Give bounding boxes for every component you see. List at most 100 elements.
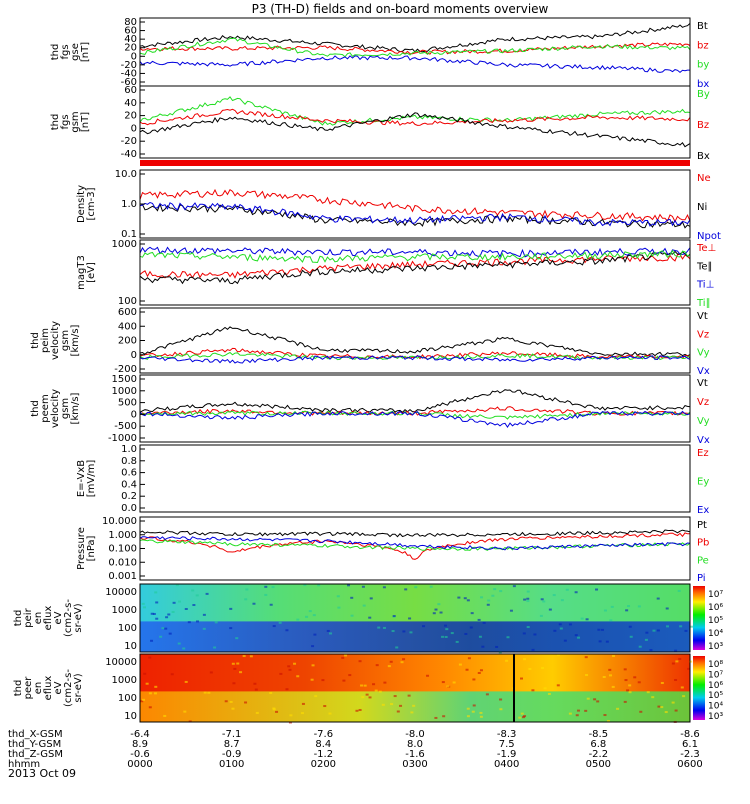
spectrogram-pixel <box>387 665 391 668</box>
spectrogram-pixel <box>368 616 372 619</box>
spectrogram-pixel <box>452 681 456 684</box>
legend-label: bz <box>697 40 709 51</box>
ephemeris-value: -2.3 <box>680 749 700 760</box>
y-tick-label: 60 <box>124 26 137 37</box>
spectrogram-pixel <box>577 636 581 639</box>
spectrogram-pixel <box>552 594 556 597</box>
spectrogram-pixel <box>389 660 393 663</box>
y-tick-label: 0.010 <box>108 557 137 568</box>
spectrogram-pixel <box>236 662 240 665</box>
spectrogram-pixel <box>293 662 297 665</box>
ephemeris-value: 0600 <box>677 759 702 770</box>
spectrogram-pixel <box>518 716 522 719</box>
spectrogram-pixel <box>378 690 382 693</box>
spectrogram-pixel <box>255 711 259 714</box>
colorbar-tick-label: 10³ <box>708 712 723 722</box>
y-tick-label: 0.100 <box>108 544 137 555</box>
y-axis-label-line: [cm-3] <box>86 187 97 220</box>
spectrogram-pixel <box>305 615 309 618</box>
spectrogram-pixel <box>242 655 246 658</box>
y-tick-label: -40 <box>121 149 137 160</box>
spectrogram-pixel <box>360 684 364 687</box>
spectrogram-pixel <box>437 603 441 606</box>
series-line-black <box>139 202 691 229</box>
y-axis-label-line: sr-eV) <box>73 603 84 632</box>
spectrogram-pixel <box>175 584 179 587</box>
y-axis-label-line: peir <box>23 607 34 627</box>
spectrogram-pixel <box>381 703 385 706</box>
y-axis-label-line: eV <box>53 681 64 694</box>
y-tick-label: 0 <box>131 350 137 361</box>
y-axis-label: Density [cm-3] <box>76 185 97 223</box>
series-line-black <box>139 529 691 538</box>
spectrogram-pixel <box>254 688 258 691</box>
panel-efield: 1.00.80.60.40.20.0 Ez Ey Ex E=-VxB [mV/m] <box>76 444 709 516</box>
spectrogram-pixel <box>486 603 490 606</box>
y-tick-label: 20 <box>124 43 137 54</box>
spectrogram-pixel <box>441 681 445 684</box>
spectrogram-pixel <box>342 679 346 682</box>
ephemeris-value: 8.4 <box>315 739 331 750</box>
legend-label: Ti⊥ <box>696 280 714 291</box>
spectrogram-pixel <box>674 709 678 712</box>
spectrogram-pixel <box>192 604 196 607</box>
spectrogram-pixel <box>593 698 597 701</box>
y-axis-label: thd peim velocity gsm [km/s] <box>30 321 81 360</box>
spectrogram-pixel <box>393 695 397 698</box>
spectrogram-pixel <box>628 625 632 628</box>
spectrogram-pixel <box>674 649 678 652</box>
colorbar-tick-label: 10⁴ <box>708 629 723 639</box>
series-line-black <box>139 250 691 285</box>
spectrogram-pixel <box>671 701 675 704</box>
panel-pressure: 10.000 1.000 0.100 0.010 0.001 Pt Pb Pe Pi Pressu… <box>76 516 709 584</box>
y-axis-label-line: [nPa] <box>86 535 97 561</box>
spectrogram-pixel <box>252 602 256 605</box>
spectrogram-pixel <box>682 695 686 698</box>
spectrogram-pixel <box>576 709 580 712</box>
ephemeris-value: 6.1 <box>682 739 698 750</box>
spectrogram-pixel <box>608 668 612 671</box>
spectrogram-pixel <box>586 697 590 700</box>
spectrogram-pixel <box>608 674 612 677</box>
series-line-blue <box>139 201 691 227</box>
spectrogram-pixel <box>310 678 314 681</box>
spectrogram-pixel <box>369 597 373 600</box>
spectrogram-pixel <box>479 711 483 714</box>
y-axis-label-line: peim <box>40 328 51 353</box>
spectrogram-pixel <box>203 691 207 694</box>
panel-frame <box>139 583 691 653</box>
spectrogram-pixel <box>560 599 564 602</box>
legend-label: Vt <box>697 311 708 322</box>
spectrogram-pixel <box>233 667 237 670</box>
y-axis-label-line: [km/s] <box>70 324 81 356</box>
ephemeris-value: 8.0 <box>407 739 423 750</box>
spectrogram-pixel <box>296 618 300 621</box>
legend-label: Ti∥ <box>696 298 711 309</box>
spectrogram-pixel <box>390 703 394 706</box>
spectrogram-pixel <box>684 629 688 632</box>
y-axis-label: thd fgs gse [nT] <box>50 42 91 62</box>
ephemeris-row-label: thd_Z-GSM <box>8 749 63 760</box>
spectrogram-pixel <box>382 586 386 589</box>
y-axis-label-line: thd <box>50 114 61 131</box>
spectrogram-pixel <box>184 680 188 683</box>
series-line-black <box>139 326 691 357</box>
spectrogram-pixel <box>178 600 182 603</box>
spectrogram-pixel <box>155 617 159 620</box>
y-tick-label: 100 <box>118 623 137 634</box>
spectrogram-pixel <box>434 608 438 611</box>
spectrogram-pixel <box>522 632 526 635</box>
spectrogram-pixel <box>249 655 253 658</box>
spectrogram-pixel <box>402 658 406 661</box>
spectrogram-pixel <box>400 661 404 664</box>
series-line-black <box>139 389 691 413</box>
spectrogram-pixel <box>159 635 163 638</box>
y-axis-label-line: peem <box>40 394 51 422</box>
spectrogram-pixel <box>229 627 233 630</box>
spectrogram-pixel <box>195 594 199 597</box>
spectrogram-pixel <box>531 689 535 692</box>
series-line-green <box>139 96 691 126</box>
ephemeris-value: -2.2 <box>589 749 609 760</box>
